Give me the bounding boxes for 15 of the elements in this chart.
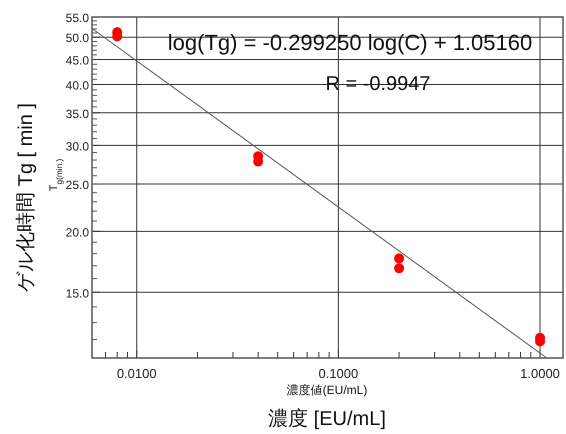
- y-tick-label: 20.0: [66, 225, 90, 240]
- y-tick-label: 15.0: [66, 286, 90, 300]
- y-tick-label: 50.0: [66, 31, 90, 46]
- y-tick-label: 55.0: [66, 11, 90, 25]
- y-tick-label: 30.0: [66, 139, 90, 154]
- x-axis-title: 濃度 [EU/mL]: [268, 408, 386, 430]
- y-tick-label: 45.0: [66, 54, 90, 68]
- y-tick-label: 40.0: [66, 78, 90, 92]
- y-tick-label: 25.0: [66, 178, 90, 192]
- x-tick-label: 0.0100: [116, 366, 157, 381]
- y-axis-title: ゲル化時間 Tg [ min ]: [15, 103, 37, 292]
- x-tick-label: 1.0000: [520, 366, 560, 381]
- text: 濃度値(EU/mL): [286, 383, 368, 397]
- y-tick-label: 35.0: [66, 106, 90, 121]
- x-tick-label: 0.1000: [318, 366, 358, 381]
